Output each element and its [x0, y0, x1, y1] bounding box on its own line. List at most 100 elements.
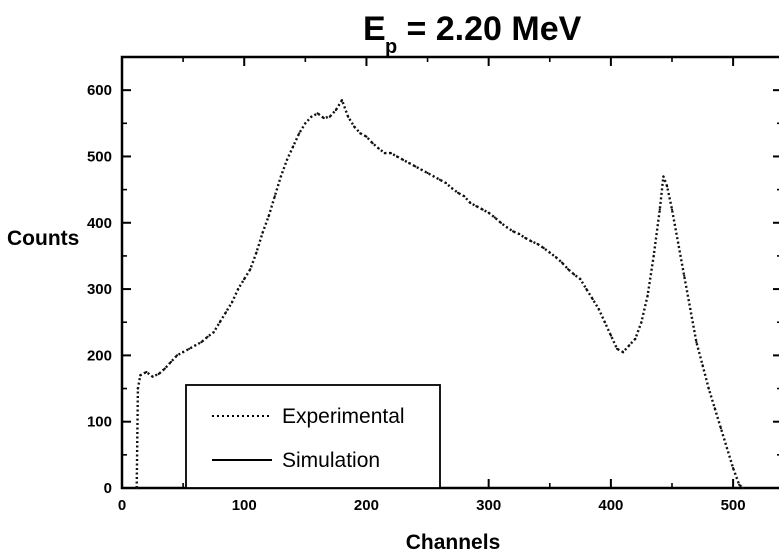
data-point — [365, 135, 368, 138]
data-point — [677, 241, 680, 244]
data-point — [316, 112, 319, 115]
data-point — [292, 145, 295, 148]
data-point — [249, 268, 252, 271]
data-point — [505, 226, 509, 229]
data-point — [683, 274, 686, 277]
data-point — [640, 321, 643, 324]
data-point — [609, 334, 613, 337]
data-point — [487, 211, 490, 214]
data-point — [157, 372, 160, 376]
data-point — [469, 201, 472, 204]
data-point — [389, 152, 392, 155]
data-point — [713, 407, 716, 410]
data-point — [334, 108, 337, 112]
legend: Experimental Simulation — [185, 384, 441, 489]
y-axis-label: Counts — [7, 227, 79, 250]
data-point — [359, 132, 362, 135]
data-point — [371, 142, 374, 145]
data-point — [175, 354, 179, 357]
data-point — [719, 427, 723, 430]
legend-box — [185, 384, 441, 489]
data-point — [511, 230, 515, 233]
data-point — [328, 115, 331, 118]
x-axis-label: Channels — [406, 531, 501, 554]
data-point — [408, 162, 411, 165]
data-point — [194, 344, 197, 347]
data-point — [230, 301, 234, 304]
data-point — [426, 171, 429, 175]
series-layer — [135, 97, 745, 490]
data-point — [585, 288, 588, 291]
x-tick-label: 300 — [476, 497, 501, 514]
data-point — [622, 351, 625, 354]
data-point — [707, 387, 710, 390]
data-point — [310, 115, 313, 118]
data-point — [285, 158, 289, 161]
y-tick-label: 300 — [87, 281, 112, 298]
legend-label-experimental: Experimental — [282, 405, 405, 428]
data-point — [646, 294, 649, 297]
data-point — [701, 364, 704, 367]
data-point — [662, 175, 665, 178]
data-point — [738, 483, 741, 486]
data-point — [267, 215, 270, 218]
x-tick-label: 400 — [598, 497, 623, 514]
data-point — [741, 486, 745, 490]
data-point — [383, 152, 386, 155]
data-point — [481, 208, 484, 211]
data-point — [573, 273, 576, 276]
tick-labels: 0 100 200 300 400 500 0 100 200 300 400 500 600 — [87, 82, 746, 514]
data-point — [145, 370, 148, 374]
y-tick-label: 100 — [87, 414, 112, 431]
data-point — [261, 231, 264, 234]
data-point — [548, 251, 551, 254]
data-point — [395, 155, 399, 158]
data-point — [432, 175, 435, 178]
data-point — [353, 125, 356, 128]
title-rest: = 2.20 MeV — [397, 10, 582, 48]
data-point — [524, 236, 527, 240]
data-point — [450, 187, 454, 190]
data-point — [444, 181, 447, 185]
data-point — [322, 116, 325, 120]
data-point — [212, 331, 215, 334]
data-point — [554, 256, 558, 259]
data-point — [218, 321, 221, 324]
data-point — [163, 367, 166, 370]
y-tick-label: 400 — [87, 215, 112, 232]
data-point — [615, 347, 619, 350]
legend-label-simulation: Simulation — [282, 449, 380, 472]
data-point — [579, 278, 582, 281]
y-tick-label: 600 — [87, 82, 112, 99]
data-point — [402, 158, 405, 161]
title-main: E — [363, 10, 386, 48]
data-point — [499, 221, 502, 224]
data-point — [135, 486, 138, 490]
data-point — [536, 242, 539, 246]
data-point — [340, 99, 344, 102]
data-point — [188, 347, 191, 350]
data-point — [732, 467, 735, 470]
data-point — [567, 268, 570, 271]
data-point — [298, 132, 301, 135]
data-point — [603, 321, 606, 324]
data-point — [591, 297, 594, 301]
data-point — [689, 307, 692, 311]
y-tick-label: 200 — [87, 347, 112, 364]
data-point — [530, 240, 533, 243]
data-point — [139, 374, 142, 377]
data-point — [475, 205, 478, 208]
x-tick-label: 100 — [232, 497, 257, 514]
data-point — [560, 261, 564, 264]
data-point — [200, 341, 203, 344]
data-point — [255, 251, 258, 254]
data-point — [347, 115, 350, 118]
data-point — [182, 351, 185, 354]
x-tick-label: 200 — [354, 497, 379, 514]
data-point — [634, 337, 637, 340]
data-point — [136, 387, 139, 390]
plot-frame — [120, 55, 779, 490]
data-point — [414, 165, 417, 168]
data-point — [224, 311, 227, 314]
